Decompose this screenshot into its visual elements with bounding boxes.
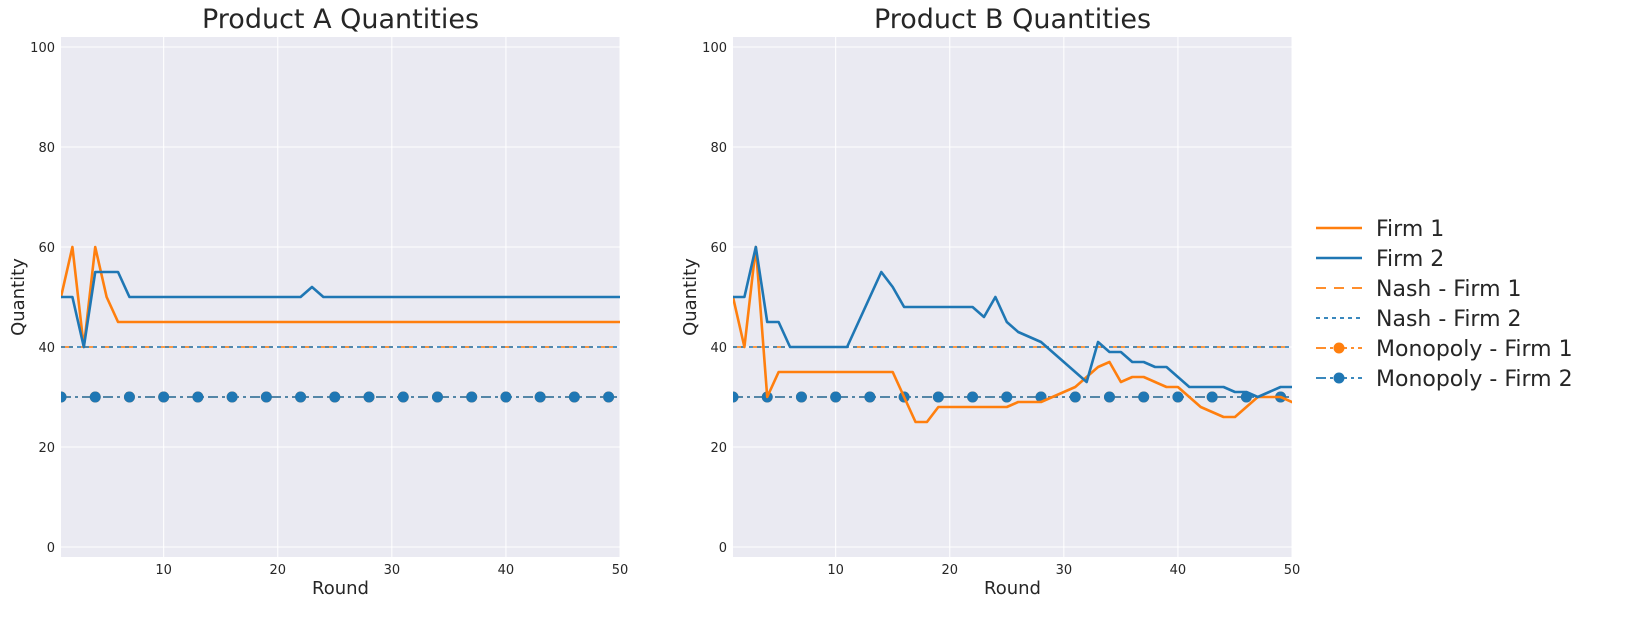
- series-marker-monopoly-firm-2: [733, 391, 739, 403]
- series-marker-monopoly-firm-2: [89, 391, 101, 403]
- x-tick-label: 50: [612, 563, 629, 578]
- series-marker-monopoly-firm-2: [363, 391, 375, 403]
- plot-area: [733, 37, 1292, 557]
- x-tick-label: 40: [498, 563, 515, 578]
- legend-item-firm-1: Firm 1: [1316, 217, 1444, 242]
- y-tick-label: 0: [47, 541, 55, 556]
- series-marker-monopoly-firm-2: [864, 391, 876, 403]
- legend-label: Firm 2: [1376, 247, 1444, 272]
- x-tick-label: 10: [155, 563, 172, 578]
- legend-item-monopoly-firm-2: Monopoly - Firm 2: [1316, 367, 1573, 392]
- x-tick-label: 50: [1284, 563, 1301, 578]
- series-line-firm-1: [61, 245, 620, 349]
- series-marker-monopoly-firm-2: [1172, 391, 1184, 403]
- y-tick-label: 80: [38, 141, 55, 156]
- chart-title: Product B Quantities: [874, 4, 1151, 35]
- series-marker-monopoly-firm-2: [603, 391, 615, 403]
- series-marker-monopoly-firm-2: [1069, 391, 1081, 403]
- y-tick-label: 20: [710, 441, 727, 456]
- series-marker-monopoly-firm-2: [192, 391, 204, 403]
- legend-label: Nash - Firm 2: [1376, 307, 1522, 332]
- series-marker-monopoly-firm-2: [830, 391, 842, 403]
- series-line-firm-1: [733, 245, 1292, 424]
- series-marker-monopoly-firm-2: [568, 391, 580, 403]
- series-marker-monopoly-firm-2: [329, 391, 341, 403]
- x-axis-label: Round: [312, 578, 369, 599]
- x-tick-label: 30: [1056, 563, 1073, 578]
- legend-marker: [1333, 372, 1345, 384]
- y-tick-label: 40: [710, 341, 727, 356]
- legend-label: Firm 1: [1376, 217, 1444, 242]
- legend-item-nash-firm-2: Nash - Firm 2: [1316, 307, 1522, 332]
- legend-label: Nash - Firm 1: [1376, 277, 1522, 302]
- series-marker-monopoly-firm-2: [1138, 391, 1150, 403]
- legend: Firm 1 Firm 2 Nash - Firm 1 Nash - Firm 2 Mo…: [1316, 217, 1573, 392]
- series-marker-monopoly-firm-2: [534, 391, 546, 403]
- chart-panel-1: 10 20 30 40 50 0 20 40 60 80 100 Product A Quantiti…: [8, 4, 628, 599]
- series-marker-monopoly-firm-2: [158, 391, 170, 403]
- legend-item-nash-firm-1: Nash - Firm 1: [1316, 277, 1522, 302]
- series-marker-monopoly-firm-2: [795, 391, 807, 403]
- series-group: [733, 245, 1292, 424]
- y-tick-label: 0: [719, 541, 727, 556]
- series-marker-monopoly-firm-2: [295, 391, 307, 403]
- legend-label: Monopoly - Firm 1: [1376, 337, 1573, 362]
- series-group: [61, 245, 620, 403]
- y-tick-label: 40: [38, 341, 55, 356]
- y-tick-label: 60: [710, 241, 727, 256]
- chart-panel-2: 10 20 30 40 50 0 20 40 60 80 100 Product B Quantiti…: [680, 4, 1300, 599]
- series-marker-monopoly-firm-2: [260, 391, 272, 403]
- series-marker-monopoly-firm-2: [123, 391, 135, 403]
- x-tick-label: 10: [827, 563, 844, 578]
- y-tick-label: 80: [710, 141, 727, 156]
- series-marker-monopoly-firm-2: [431, 391, 443, 403]
- x-axis-label: Round: [984, 578, 1041, 599]
- y-tick-label: 60: [38, 241, 55, 256]
- x-tick-label: 20: [269, 563, 286, 578]
- y-axis-label: Quantity: [680, 258, 701, 336]
- legend-item-firm-2: Firm 2: [1316, 247, 1444, 272]
- y-tick-label: 100: [30, 41, 55, 56]
- legend-item-monopoly-firm-1: Monopoly - Firm 1: [1316, 337, 1573, 362]
- series-marker-monopoly-firm-2: [226, 391, 238, 403]
- series-marker-monopoly-firm-2: [967, 391, 979, 403]
- x-tick-label: 40: [1170, 563, 1187, 578]
- x-tick-label: 30: [384, 563, 401, 578]
- legend-marker: [1333, 342, 1345, 354]
- series-marker-monopoly-firm-2: [397, 391, 409, 403]
- series-line-firm-2: [733, 245, 1292, 399]
- series-marker-monopoly-firm-2: [466, 391, 478, 403]
- series-marker-monopoly-firm-2: [1001, 391, 1013, 403]
- y-axis-label: Quantity: [8, 258, 29, 336]
- legend-label: Monopoly - Firm 2: [1376, 367, 1573, 392]
- series-marker-monopoly-firm-2: [1206, 391, 1218, 403]
- y-tick-label: 100: [702, 41, 727, 56]
- series-marker-monopoly-firm-2: [1103, 391, 1115, 403]
- series-marker-monopoly-firm-2: [500, 391, 512, 403]
- series-line-firm-2: [61, 270, 620, 349]
- chart-title: Product A Quantities: [202, 4, 479, 35]
- series-marker-monopoly-firm-2: [61, 391, 67, 403]
- y-tick-label: 20: [38, 441, 55, 456]
- series-marker-monopoly-firm-2: [932, 391, 944, 403]
- x-tick-label: 20: [941, 563, 958, 578]
